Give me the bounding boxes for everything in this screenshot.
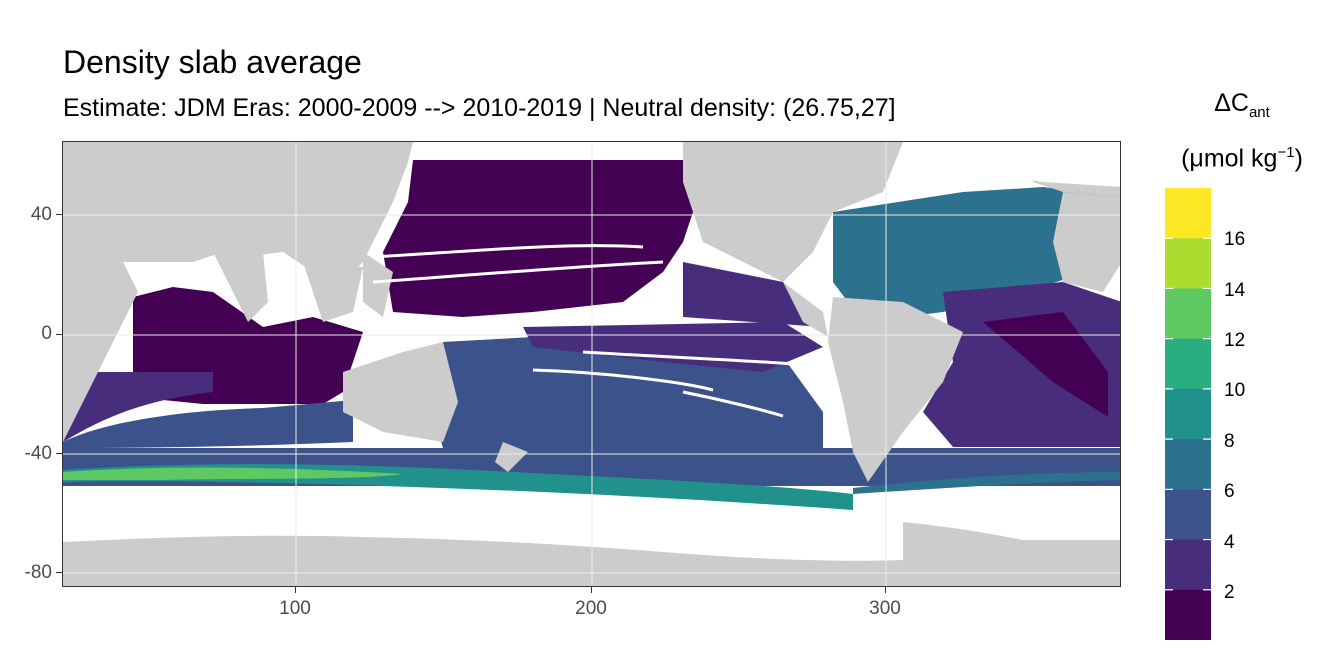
legend-unit-superscript: −1	[1277, 144, 1295, 161]
ocean-field-pacific	[383, 160, 703, 317]
y-tick	[56, 334, 62, 336]
ocean-field-band	[63, 400, 353, 448]
legend-swatch	[1165, 439, 1211, 490]
y-tick-label-0: 0	[41, 323, 52, 344]
legend-unit: (μmol kg−1)	[1162, 138, 1322, 173]
legend-unit-close: )	[1294, 144, 1303, 173]
legend-label-4: 4	[1224, 532, 1235, 553]
y-tick	[56, 572, 62, 574]
legend-swatch	[1165, 589, 1211, 640]
legend-label-10: 10	[1224, 380, 1246, 401]
no-data-streaks	[372, 244, 794, 418]
map-title: Density slab average	[63, 44, 362, 80]
x-tick	[295, 587, 297, 593]
ocean-field-band	[63, 467, 403, 480]
y-tick	[56, 453, 62, 455]
x-tick	[591, 587, 593, 593]
legend-unit-text: (μmol kg	[1181, 144, 1278, 173]
map-gridlines	[63, 142, 1120, 586]
legend-label-12: 12	[1224, 330, 1246, 351]
ocean-field-band	[983, 312, 1108, 417]
map-subtitle: Estimate: JDM Eras: 2000-2009 --> 2010-2…	[63, 94, 896, 122]
legend-colorbar	[1165, 188, 1211, 640]
y-tick-label-minus-40: -40	[24, 443, 52, 464]
world-map	[63, 142, 1120, 586]
legend-title-subscript: ant	[1248, 104, 1270, 121]
legend-swatch	[1165, 489, 1211, 541]
legend-swatch	[1165, 338, 1211, 390]
x-tick	[885, 587, 887, 593]
x-tick-label-100: 100	[279, 598, 311, 619]
ocean-field-band	[63, 372, 213, 442]
legend-swatch	[1165, 238, 1211, 289]
x-tick-label-200: 200	[575, 598, 607, 619]
legend-title: ΔCant	[1162, 88, 1322, 128]
legend-label-8: 8	[1224, 431, 1235, 452]
map-panel	[62, 141, 1121, 587]
legend-title-symbol: ΔC	[1214, 89, 1249, 117]
legend-swatch	[1165, 288, 1211, 340]
y-tick-label-minus-80: -80	[24, 562, 52, 583]
legend-label-2: 2	[1224, 582, 1235, 603]
legend-swatch	[1165, 539, 1211, 591]
legend-swatch	[1165, 388, 1211, 440]
ocean-field-band	[853, 472, 1120, 494]
y-tick	[56, 214, 62, 216]
ocean-field-atlantic	[833, 187, 1120, 322]
legend-label-6: 6	[1224, 481, 1235, 502]
x-tick-label-300: 300	[869, 598, 901, 619]
ocean-field-band	[683, 262, 823, 327]
legend-label-14: 14	[1224, 280, 1246, 301]
legend-swatch	[1165, 188, 1211, 239]
y-tick-label-40: 40	[30, 204, 52, 225]
legend-label-16: 16	[1224, 229, 1246, 250]
no-data-region	[933, 142, 1120, 187]
